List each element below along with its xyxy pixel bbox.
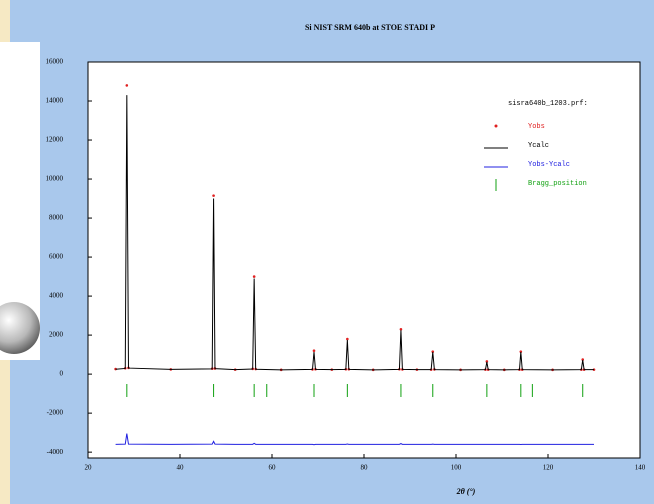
y-tick-label: -2000 [47,409,64,417]
legend-swatch [494,124,498,128]
legend-label: Yobs [528,123,545,131]
y-tick-label: 6000 [49,253,64,261]
x-tick-label: 80 [361,464,369,472]
legend-label: Bragg_position [528,180,587,188]
obs-point [346,337,349,341]
y-tick-label: 0 [60,370,64,378]
obs-point [581,358,585,361]
obs-point [252,275,256,278]
x-tick-label: 20 [85,464,93,472]
y-tick-label: 10000 [46,175,64,183]
legend-label: Yobs-Ycalc [528,161,570,169]
y-tick-label: -4000 [47,448,64,456]
series-line [115,95,594,371]
obs-point [312,349,316,353]
obs-point [399,327,403,331]
x-tick-label: 120 [543,464,554,472]
obs-point [485,360,489,363]
y-tick-label: 8000 [49,214,64,222]
obs-point [431,350,435,353]
y-tick-label: 2000 [49,331,64,339]
header-band [40,0,654,40]
series-line [115,433,594,446]
y-tick-label: 12000 [46,136,64,144]
sphere-icon [0,302,40,354]
margin [0,0,10,40]
x-tick-label: 60 [269,464,277,472]
x-tick-label: 140 [635,464,646,472]
y-tick-label: 14000 [46,97,64,105]
obs-point [212,194,215,197]
y-tick-label: 16000 [46,58,64,66]
obs-point [125,84,129,87]
plot-area [87,61,641,459]
x-axis-label: 2θ (°) [456,487,476,496]
legend-label: Ycalc [528,142,549,150]
x-tick-label: 100 [451,464,462,472]
x-tick-label: 40 [177,464,185,472]
obs-point [519,350,523,353]
chart-title: Si NIST SRM 640b at STOE STADI P [305,23,435,32]
y-tick-label: 4000 [49,292,64,300]
legend-title: sisra640b_1203.prf: [508,100,588,108]
